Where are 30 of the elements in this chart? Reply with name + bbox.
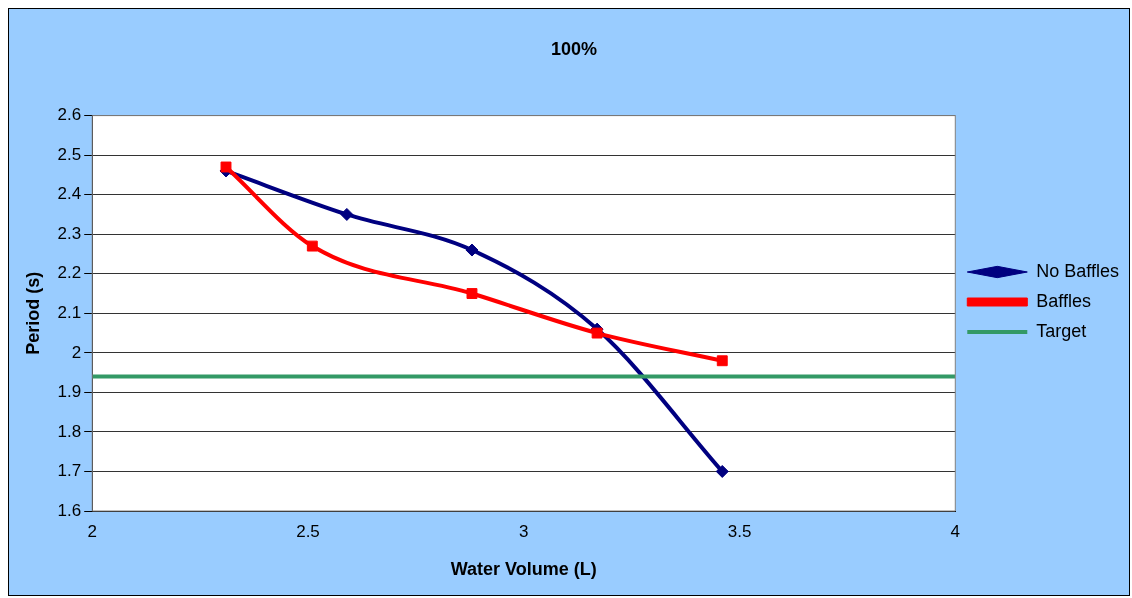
point (591, 327, 603, 339)
x-axis-title: Water Volume (L) (450, 559, 597, 580)
legend-label: No Baffles (1036, 260, 1119, 281)
chart-title: 100% (550, 38, 598, 59)
legend-label: Baffles (1036, 290, 1091, 311)
y-tick-label: 2.5 (57, 144, 82, 164)
point (306, 240, 318, 252)
legend-label: Target (1036, 320, 1087, 341)
point (466, 288, 478, 299)
y-tick-label: 1.7 (57, 461, 82, 481)
x-tick-label: 3 (519, 521, 529, 541)
y-tick-label: 1.9 (57, 382, 82, 402)
point (220, 161, 232, 173)
y-tick-label: 1.6 (57, 500, 82, 520)
point (340, 207, 354, 221)
x-tick-label: 3.5 (727, 521, 752, 541)
point (716, 355, 728, 367)
y-tick-label: 1.8 (57, 421, 82, 441)
y-tick-label: 2.6 (57, 105, 82, 125)
point (465, 243, 479, 257)
y-axis-title: Period (s) (22, 271, 43, 355)
y-tick-label: 2.4 (57, 184, 82, 204)
y-tick-label: 2.1 (57, 302, 82, 322)
y-tick-label: 2.2 (57, 263, 82, 283)
y-tick-label: 2 (71, 342, 82, 362)
x-tick-label: 2 (87, 521, 97, 541)
x-tick-label: 4 (950, 521, 961, 541)
x-tick-label: 2.5 (296, 521, 320, 541)
y-tick-label: 2.3 (57, 223, 82, 243)
point (715, 464, 729, 478)
